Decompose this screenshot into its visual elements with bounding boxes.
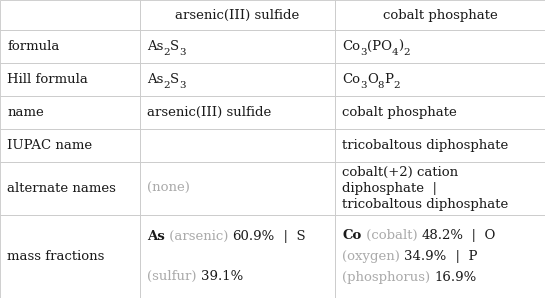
- Text: formula: formula: [7, 40, 59, 53]
- Bar: [0, 162, 140, 215]
- Text: cobalt phosphate: cobalt phosphate: [383, 9, 498, 21]
- Bar: [0, 63, 140, 96]
- Bar: [335, 96, 545, 129]
- Text: (sulfur): (sulfur): [147, 270, 201, 283]
- Bar: [335, 129, 545, 162]
- Text: arsenic(III) sulfide: arsenic(III) sulfide: [147, 106, 271, 119]
- Text: name: name: [7, 106, 44, 119]
- Bar: [140, 162, 335, 215]
- Bar: [0, 96, 140, 129]
- Text: S: S: [170, 73, 179, 86]
- Text: IUPAC name: IUPAC name: [7, 139, 92, 152]
- Text: As: As: [147, 230, 165, 243]
- Text: 39.1%: 39.1%: [201, 270, 243, 283]
- Text: 4: 4: [392, 48, 398, 57]
- Text: (phosphorus): (phosphorus): [342, 271, 434, 284]
- Text: 16.9%: 16.9%: [434, 271, 477, 284]
- Text: (none): (none): [147, 182, 190, 195]
- Bar: [335, 63, 545, 96]
- Text: |  P: | P: [447, 250, 477, 263]
- Text: Hill formula: Hill formula: [7, 73, 88, 86]
- Text: As: As: [147, 40, 164, 53]
- Text: arsenic(III) sulfide: arsenic(III) sulfide: [175, 9, 300, 21]
- Text: 3: 3: [179, 81, 186, 90]
- Bar: [335, 162, 545, 215]
- Bar: [335, 30, 545, 63]
- Text: As: As: [147, 73, 164, 86]
- Text: tricobaltous diphosphate: tricobaltous diphosphate: [342, 198, 508, 211]
- Bar: [140, 63, 335, 96]
- Text: Co: Co: [342, 40, 360, 53]
- Bar: [140, 129, 335, 162]
- Text: 2: 2: [164, 81, 170, 90]
- Text: 2: 2: [403, 48, 410, 57]
- Bar: [140, 30, 335, 63]
- Text: Co: Co: [342, 229, 361, 242]
- Text: (oxygen): (oxygen): [342, 250, 404, 263]
- Text: |  S: | S: [275, 230, 305, 243]
- Bar: [0, 0, 140, 30]
- Bar: [0, 129, 140, 162]
- Text: P: P: [384, 73, 393, 86]
- Bar: [0, 215, 140, 298]
- Text: 60.9%: 60.9%: [233, 230, 275, 243]
- Bar: [0, 30, 140, 63]
- Text: 2: 2: [393, 81, 400, 90]
- Bar: [140, 215, 335, 298]
- Text: 8: 8: [378, 81, 384, 90]
- Text: 48.2%: 48.2%: [421, 229, 463, 242]
- Text: S: S: [170, 40, 179, 53]
- Text: 3: 3: [360, 81, 367, 90]
- Text: 2: 2: [164, 48, 170, 57]
- Text: (cobalt): (cobalt): [361, 229, 421, 242]
- Text: O: O: [367, 73, 378, 86]
- Bar: [335, 215, 545, 298]
- Text: cobalt(+2) cation: cobalt(+2) cation: [342, 166, 458, 179]
- Text: ): ): [398, 40, 403, 53]
- Text: 3: 3: [360, 48, 367, 57]
- Bar: [335, 0, 545, 30]
- Bar: [140, 96, 335, 129]
- Bar: [140, 0, 335, 30]
- Text: tricobaltous diphosphate: tricobaltous diphosphate: [342, 139, 508, 152]
- Text: alternate names: alternate names: [7, 182, 116, 195]
- Text: (arsenic): (arsenic): [165, 230, 233, 243]
- Text: mass fractions: mass fractions: [7, 250, 105, 263]
- Text: 34.9%: 34.9%: [404, 250, 447, 263]
- Text: 3: 3: [179, 48, 186, 57]
- Text: (PO: (PO: [367, 40, 392, 53]
- Text: |  O: | O: [463, 229, 496, 242]
- Text: Co: Co: [342, 73, 360, 86]
- Text: diphosphate  |: diphosphate |: [342, 182, 437, 195]
- Text: cobalt phosphate: cobalt phosphate: [342, 106, 457, 119]
